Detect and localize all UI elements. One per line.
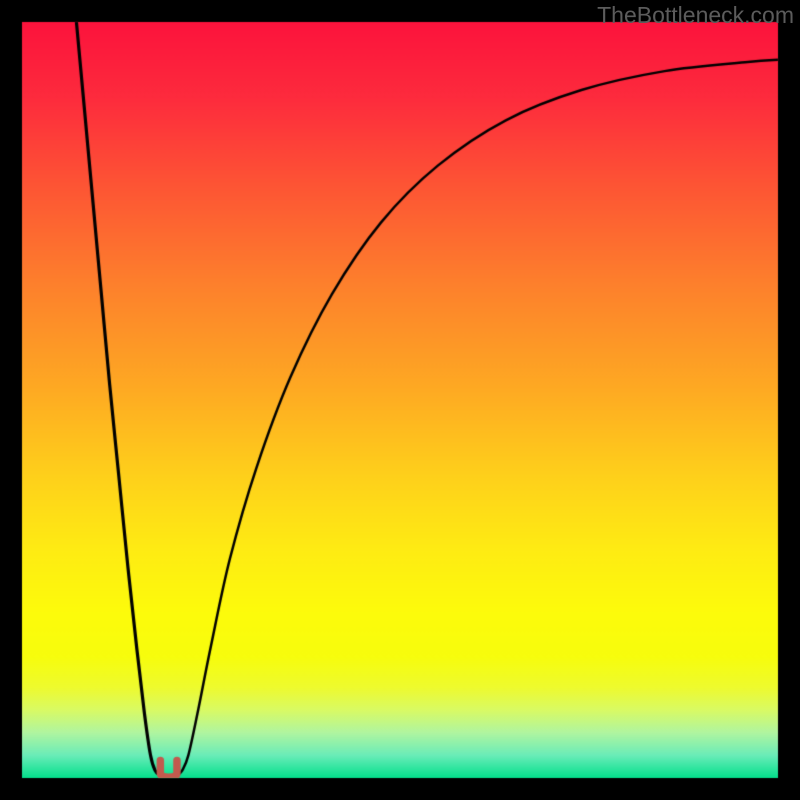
chart-curves — [0, 0, 800, 800]
bottleneck-chart: TheBottleneck.com — [0, 0, 800, 800]
